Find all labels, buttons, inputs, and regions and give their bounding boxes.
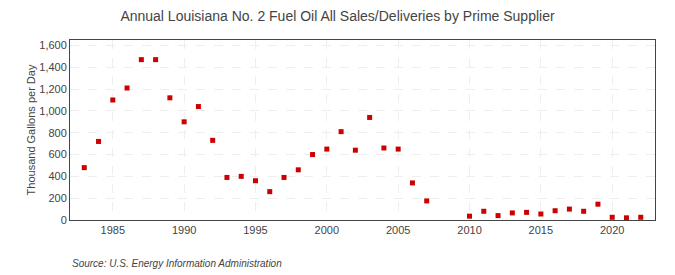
svg-text:1,400: 1,400 <box>39 61 67 73</box>
svg-text:2015: 2015 <box>529 224 553 236</box>
svg-text:1985: 1985 <box>101 224 125 236</box>
svg-text:1,000: 1,000 <box>39 105 67 117</box>
svg-text:Thousand Gallons per Day: Thousand Gallons per Day <box>25 64 37 195</box>
svg-text:2020: 2020 <box>600 224 624 236</box>
svg-text:400: 400 <box>48 170 66 182</box>
svg-text:2005: 2005 <box>386 224 410 236</box>
svg-text:0: 0 <box>61 214 67 226</box>
svg-text:1,600: 1,600 <box>39 39 67 51</box>
svg-text:Annual Louisiana No. 2 Fuel Oi: Annual Louisiana No. 2 Fuel Oil All Sale… <box>120 8 555 24</box>
svg-text:600: 600 <box>48 148 66 160</box>
svg-text:800: 800 <box>48 127 66 139</box>
svg-text:2010: 2010 <box>457 224 481 236</box>
svg-text:1995: 1995 <box>243 224 267 236</box>
svg-text:2000: 2000 <box>315 224 339 236</box>
svg-text:200: 200 <box>48 192 66 204</box>
svg-text:Source: U.S. Energy Informatio: Source: U.S. Energy Information Administ… <box>72 258 282 269</box>
svg-text:1,200: 1,200 <box>39 83 67 95</box>
svg-text:1990: 1990 <box>172 224 196 236</box>
